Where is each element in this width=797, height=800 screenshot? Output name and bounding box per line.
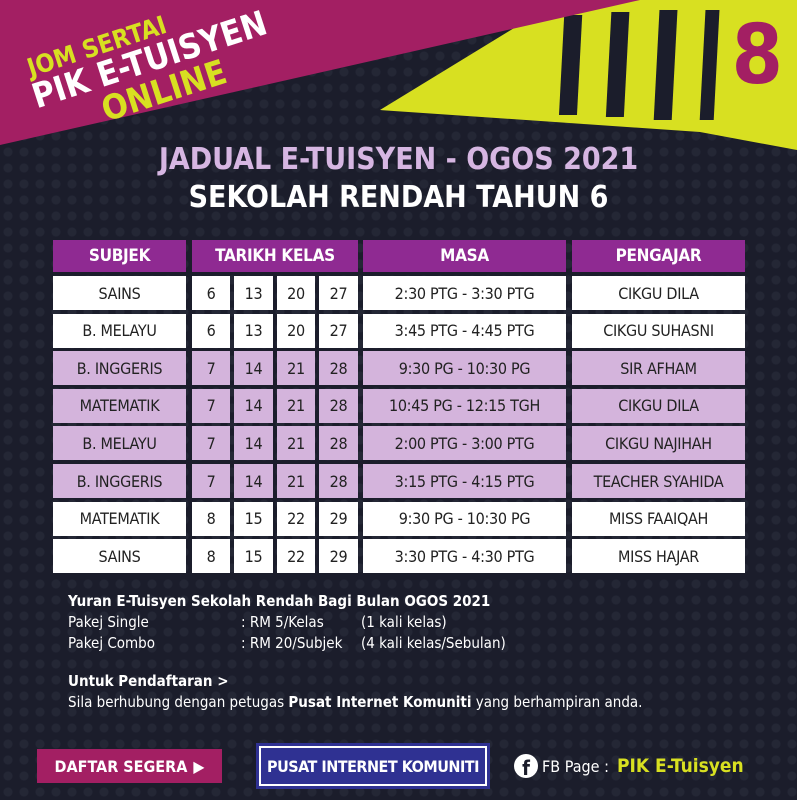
edition-number: 8: [731, 8, 783, 103]
date-cell: 6: [192, 313, 230, 348]
subjek-cell: MATEMATIK: [53, 388, 186, 423]
masa-cell: 9:30 PG - 10:30 PG: [363, 351, 566, 386]
header-subjek: SUBJEK: [53, 240, 186, 272]
magenta-banner: [0, 0, 640, 145]
stripe-bars: [558, 10, 720, 120]
registration-text: Sila berhubung dengan petugas: [68, 693, 289, 711]
pengajar-cell: CIKGU DILA: [572, 276, 745, 310]
date-cell: 21: [277, 388, 315, 423]
date-cell: 7: [192, 464, 230, 498]
date-cell: 27: [319, 313, 358, 348]
date-cell: 7: [192, 351, 230, 386]
subjek-cell: MATEMATIK: [53, 501, 186, 536]
date-cell: 14: [234, 426, 273, 461]
date-cell: 13: [234, 276, 273, 310]
registration-section: Untuk Pendaftaran > Sila berhubung denga…: [68, 671, 642, 713]
pengajar-cell: CIKGU NAJIHAH: [572, 426, 745, 461]
daftar-label: DAFTAR SEGERA: [54, 756, 188, 776]
masa-cell: 3:30 PTG - 4:30 PTG: [363, 539, 566, 574]
single-price: : RM 5/Kelas: [241, 613, 324, 631]
date-cell: 7: [192, 388, 230, 423]
date-cell: 15: [234, 501, 273, 536]
schedule-subtitle: SEKOLAH RENDAH TAHUN 6: [188, 180, 609, 215]
date-cell: 15: [234, 539, 273, 574]
facebook-icon: f: [514, 754, 538, 778]
fb-label: FB Page :: [542, 756, 609, 776]
date-cell: 13: [234, 313, 273, 348]
date-cell: 8: [192, 539, 230, 574]
registration-pik: Pusat Internet Komuniti: [288, 693, 472, 711]
masa-cell: 2:00 PTG - 3:00 PTG: [363, 426, 566, 461]
date-cell: 22: [277, 539, 315, 574]
pengajar-cell: TEACHER SYAHIDA: [572, 464, 745, 498]
top-banner: [0, 0, 797, 150]
masa-cell: 3:45 PTG - 4:45 PTG: [363, 313, 566, 348]
pengajar-cell: MISS FAAIQAH: [572, 501, 745, 536]
combo-price: : RM 20/Subjek: [241, 634, 343, 652]
single-note: (1 kali kelas): [361, 613, 447, 631]
daftar-segera-button[interactable]: DAFTAR SEGERA ▶: [37, 749, 222, 783]
fb-page[interactable]: f FB Page : PIK E-Tuisyen: [514, 754, 744, 778]
subjek-cell: B. INGGERIS: [53, 464, 186, 498]
combo-label: Pakej Combo: [68, 634, 156, 652]
header-tarikh: TARIKH KELAS: [192, 240, 358, 272]
date-cell: 28: [319, 388, 358, 423]
combo-note: (4 kali kelas/Sebulan): [361, 634, 506, 652]
date-cell: 14: [234, 464, 273, 498]
registration-heading: Untuk Pendaftaran >: [68, 672, 229, 690]
subjek-cell: B. INGGERIS: [53, 351, 186, 386]
registration-text-end: yang berhampiran anda.: [471, 693, 643, 711]
fees-section: Yuran E-Tuisyen Sekolah Rendah Bagi Bula…: [68, 591, 506, 654]
subjek-cell: B. MELAYU: [53, 426, 186, 461]
date-cell: 21: [277, 351, 315, 386]
schedule-title: JADUAL E-TUISYEN - OGOS 2021: [158, 142, 639, 177]
header-masa: MASA: [363, 240, 566, 272]
masa-cell: 9:30 PG - 10:30 PG: [363, 501, 566, 536]
date-cell: 28: [319, 426, 358, 461]
date-cell: 6: [192, 276, 230, 310]
pengajar-cell: CIKGU SUHASNI: [572, 313, 745, 348]
date-cell: 14: [234, 351, 273, 386]
header-pengajar: PENGAJAR: [572, 240, 745, 272]
date-cell: 20: [277, 313, 315, 348]
date-cell: 28: [319, 464, 358, 498]
date-cell: 29: [319, 501, 358, 536]
date-cell: 7: [192, 426, 230, 461]
subjek-cell: SAINS: [53, 276, 186, 310]
pengajar-cell: CIKGU DILA: [572, 388, 745, 423]
date-cell: 22: [277, 501, 315, 536]
play-arrow-icon: ▶: [193, 756, 205, 776]
lime-stripe: [380, 0, 797, 150]
masa-cell: 2:30 PTG - 3:30 PTG: [363, 276, 566, 310]
pengajar-cell: SIR AFHAM: [572, 351, 745, 386]
date-cell: 8: [192, 501, 230, 536]
date-cell: 27: [319, 276, 358, 310]
date-cell: 21: [277, 426, 315, 461]
single-label: Pakej Single: [68, 613, 149, 631]
subjek-cell: B. MELAYU: [53, 313, 186, 348]
date-cell: 29: [319, 539, 358, 574]
subjek-cell: SAINS: [53, 539, 186, 574]
masa-cell: 3:15 PTG - 4:15 PTG: [363, 464, 566, 498]
fees-heading: Yuran E-Tuisyen Sekolah Rendah Bagi Bula…: [68, 592, 491, 610]
masa-cell: 10:45 PG - 12:15 TGH: [363, 388, 566, 423]
date-cell: 14: [234, 388, 273, 423]
date-cell: 28: [319, 351, 358, 386]
pengajar-cell: MISS HAJAR: [572, 539, 745, 574]
date-cell: 20: [277, 276, 315, 310]
pik-logo: PUSAT INTERNET KOMUNITI: [256, 743, 490, 789]
date-cell: 21: [277, 464, 315, 498]
pik-logo-text: PUSAT INTERNET KOMUNITI: [259, 746, 487, 786]
fb-page-name: PIK E-Tuisyen: [616, 755, 744, 777]
